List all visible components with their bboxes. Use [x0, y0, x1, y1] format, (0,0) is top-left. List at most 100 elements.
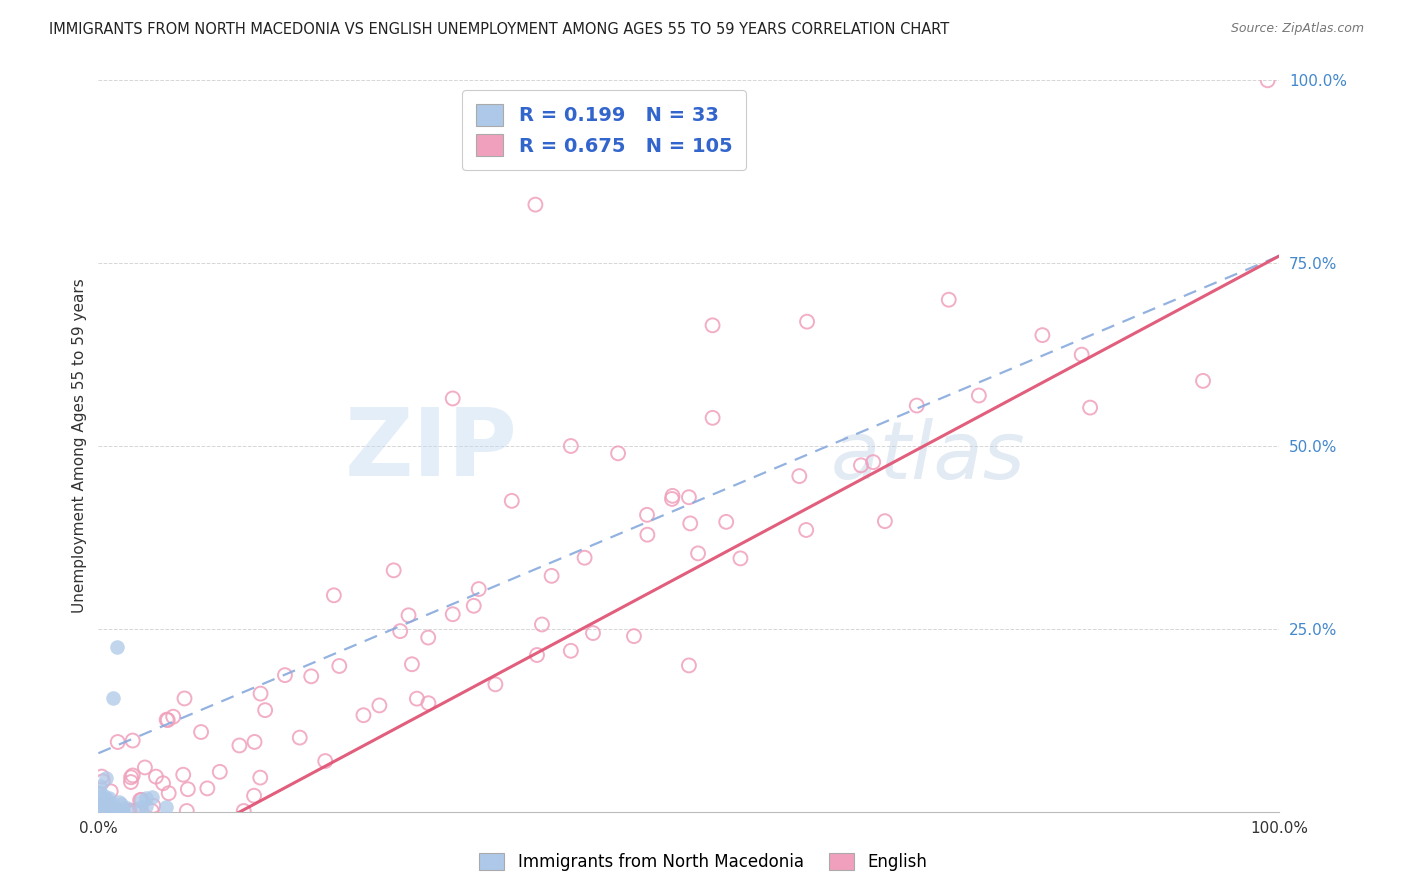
Point — [110, 797, 132, 812]
Point — [195, 781, 218, 796]
Point — [905, 399, 928, 413]
Point — [661, 489, 683, 503]
Point — [156, 713, 179, 727]
Point — [463, 599, 485, 613]
Point — [115, 804, 138, 818]
Point — [1031, 328, 1053, 343]
Point — [173, 691, 195, 706]
Point — [582, 626, 605, 640]
Point — [107, 804, 129, 818]
Point — [418, 696, 440, 710]
Point — [93, 797, 115, 811]
Point — [101, 798, 124, 813]
Point — [101, 691, 124, 706]
Point — [249, 687, 271, 701]
Point — [91, 804, 114, 818]
Point — [228, 739, 250, 753]
Point — [100, 784, 122, 798]
Point — [177, 782, 200, 797]
Point — [129, 799, 152, 814]
Point — [94, 771, 117, 785]
Point — [1257, 73, 1279, 87]
Point — [89, 800, 111, 814]
Point — [254, 703, 277, 717]
Point — [135, 791, 157, 805]
Point — [328, 659, 350, 673]
Text: atlas: atlas — [831, 418, 1025, 496]
Point — [1192, 374, 1215, 388]
Point — [134, 760, 156, 774]
Point — [122, 804, 145, 818]
Legend: R = 0.199   N = 33, R = 0.675   N = 105: R = 0.199 N = 33, R = 0.675 N = 105 — [463, 90, 747, 169]
Point — [100, 798, 122, 813]
Point — [530, 617, 553, 632]
Point — [96, 791, 118, 805]
Point — [382, 563, 405, 577]
Point — [100, 799, 122, 814]
Point — [141, 804, 163, 818]
Point — [862, 455, 884, 469]
Point — [686, 546, 709, 560]
Point — [91, 774, 114, 789]
Point — [249, 771, 271, 785]
Point — [540, 569, 562, 583]
Point — [730, 551, 752, 566]
Point — [406, 691, 429, 706]
Point — [111, 804, 134, 818]
Point — [787, 469, 810, 483]
Point — [96, 800, 118, 814]
Point — [96, 798, 118, 813]
Point — [131, 793, 153, 807]
Point — [129, 793, 152, 807]
Point — [299, 669, 322, 683]
Point — [107, 735, 129, 749]
Point — [91, 797, 114, 812]
Point — [574, 550, 596, 565]
Point — [104, 803, 127, 817]
Point — [120, 775, 142, 789]
Point — [156, 713, 179, 727]
Point — [105, 804, 128, 818]
Point — [101, 797, 124, 812]
Point — [172, 768, 194, 782]
Point — [322, 588, 344, 602]
Point — [100, 800, 122, 814]
Point — [607, 446, 630, 460]
Point — [145, 770, 167, 784]
Point — [702, 410, 724, 425]
Point — [398, 608, 420, 623]
Point — [117, 804, 139, 818]
Point — [794, 523, 817, 537]
Point — [141, 789, 163, 804]
Point — [232, 804, 254, 818]
Point — [89, 779, 111, 793]
Point — [353, 708, 375, 723]
Point — [93, 793, 115, 807]
Point — [142, 798, 165, 813]
Point — [1070, 348, 1092, 362]
Point — [107, 796, 129, 810]
Y-axis label: Unemployment Among Ages 55 to 59 years: Unemployment Among Ages 55 to 59 years — [72, 278, 87, 614]
Point — [117, 801, 139, 815]
Point — [124, 804, 146, 818]
Point — [501, 494, 523, 508]
Point — [1078, 401, 1101, 415]
Point — [560, 644, 582, 658]
Text: IMMIGRANTS FROM NORTH MACEDONIA VS ENGLISH UNEMPLOYMENT AMONG AGES 55 TO 59 YEAR: IMMIGRANTS FROM NORTH MACEDONIA VS ENGLI… — [49, 22, 949, 37]
Point — [702, 318, 724, 333]
Point — [91, 798, 114, 813]
Point — [418, 631, 440, 645]
Point — [111, 804, 134, 818]
Point — [524, 197, 547, 211]
Point — [94, 797, 117, 812]
Point — [678, 658, 700, 673]
Point — [190, 725, 212, 739]
Point — [120, 770, 142, 784]
Point — [121, 733, 143, 747]
Point — [105, 640, 128, 655]
Point — [243, 789, 266, 803]
Point — [441, 607, 464, 622]
Point — [467, 582, 489, 596]
Point — [97, 804, 120, 818]
Point — [636, 508, 658, 522]
